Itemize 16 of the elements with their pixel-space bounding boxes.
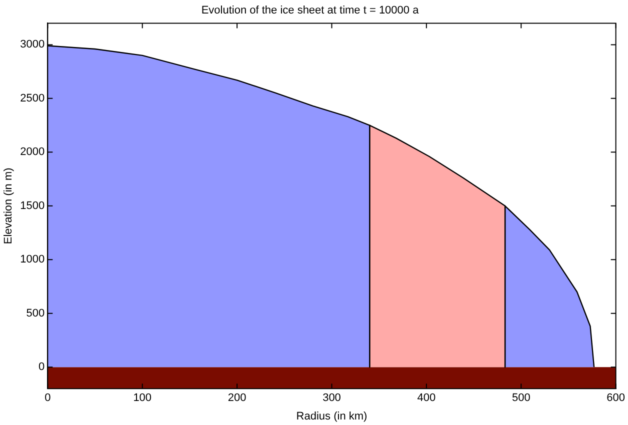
x-tick-label: 100 bbox=[133, 392, 152, 404]
y-tick-label: 3000 bbox=[20, 38, 45, 51]
x-tick-label: 300 bbox=[322, 392, 341, 404]
x-tick-label: 600 bbox=[606, 392, 626, 404]
x-tick-label: 200 bbox=[228, 392, 246, 404]
x-tick-label: 500 bbox=[512, 392, 530, 404]
y-tick-label: 2500 bbox=[20, 92, 45, 104]
y-tick-label: 500 bbox=[26, 307, 45, 320]
y-axis-title: Elevation (in m) bbox=[2, 168, 15, 244]
y-tick-label: 1000 bbox=[20, 254, 45, 266]
x-axis-title: Radius (in km) bbox=[296, 410, 368, 422]
x-tick-label: 400 bbox=[417, 392, 436, 404]
chart-title: Evolution of the ice sheet at time t = 10000 a bbox=[201, 4, 420, 17]
y-tick-label: 2000 bbox=[20, 146, 45, 158]
y-tick-label: 1500 bbox=[20, 200, 45, 212]
y-tick-label: 0 bbox=[38, 361, 45, 374]
